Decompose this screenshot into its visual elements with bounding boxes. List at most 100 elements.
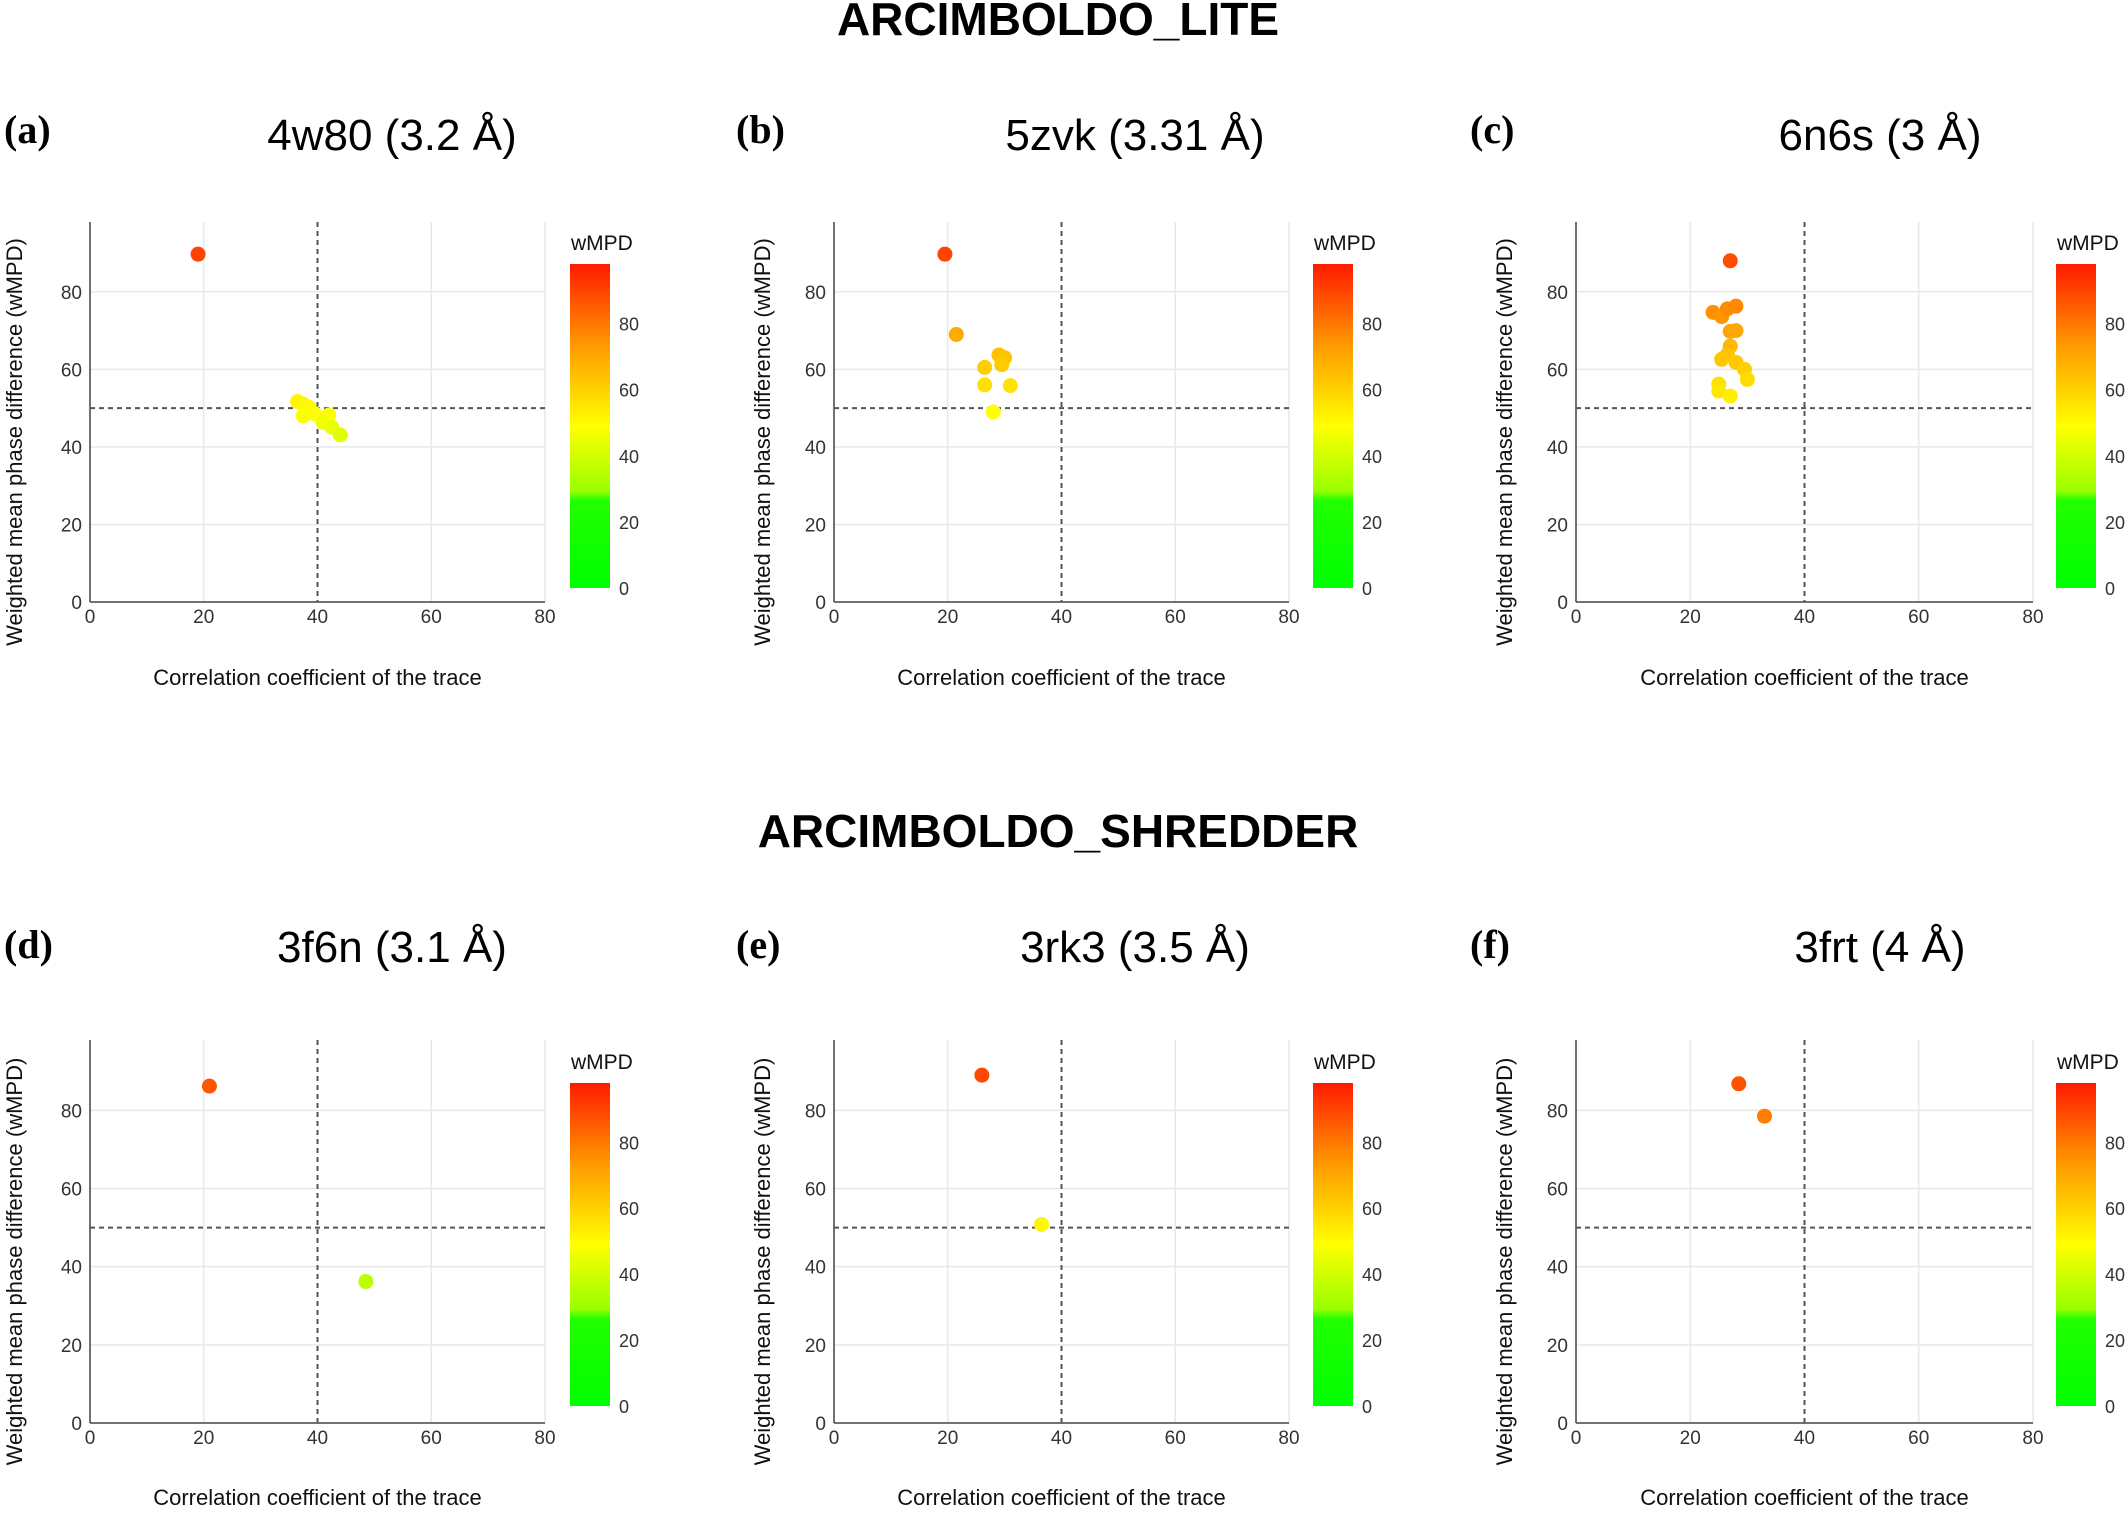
colorbar-tick-label: 60 xyxy=(619,381,639,401)
colorbar-tick-label: 40 xyxy=(2105,447,2125,467)
y-tick-label: 20 xyxy=(61,515,82,536)
colorbar-title: wMPD xyxy=(1313,1051,1376,1074)
chart-panel-2: (c) 6n6s (3 Å) 0 20 40 60 80 0 20 40 60 80 Correlati… xyxy=(1470,107,2125,690)
y-tick-label: 20 xyxy=(61,1336,82,1357)
x-axis-label: Correlation coefficient of the trace xyxy=(897,665,1226,690)
data-point xyxy=(1722,253,1738,269)
panel-letter: (c) xyxy=(1470,107,1514,152)
x-tick-label: 20 xyxy=(193,1428,214,1449)
colorbar-tick-label: 20 xyxy=(619,1331,639,1351)
section-title-shredder: ARCIMBOLDO_SHREDDER xyxy=(758,805,1359,857)
x-tick-label: 0 xyxy=(1571,607,1582,628)
panel-title: 3rk3 (3.5 Å) xyxy=(1020,923,1250,972)
data-point xyxy=(1722,388,1738,404)
y-tick-label: 20 xyxy=(805,1336,826,1357)
y-axis-label: Weighted mean phase difference (wMPD) xyxy=(1492,238,1517,646)
x-axis-label: Correlation coefficient of the trace xyxy=(153,1485,482,1510)
data-point xyxy=(985,404,1001,420)
colorbar-tick-label: 80 xyxy=(1362,1133,1382,1153)
x-tick-label: 0 xyxy=(85,607,96,628)
x-tick-label: 20 xyxy=(193,607,214,628)
y-tick-label: 0 xyxy=(71,593,82,614)
colorbar-title: wMPD xyxy=(2056,1051,2119,1074)
y-tick-label: 60 xyxy=(61,1180,82,1201)
x-tick-label: 80 xyxy=(1278,1428,1299,1449)
x-tick-label: 20 xyxy=(1680,607,1701,628)
colorbar-title: wMPD xyxy=(570,232,633,255)
colorbar-tick-label: 20 xyxy=(1362,513,1382,533)
y-tick-label: 60 xyxy=(805,1180,826,1201)
x-tick-label: 80 xyxy=(534,1428,555,1449)
panel-letter: (b) xyxy=(736,107,785,152)
colorbar-tick-label: 0 xyxy=(619,579,629,599)
data-point xyxy=(1757,1108,1773,1124)
y-tick-label: 40 xyxy=(61,438,82,459)
colorbar-tick-label: 20 xyxy=(2105,1331,2125,1351)
y-tick-label: 80 xyxy=(805,283,826,304)
x-tick-label: 80 xyxy=(534,607,555,628)
colorbar-tick-label: 40 xyxy=(2105,1265,2125,1285)
y-tick-label: 0 xyxy=(1557,1414,1568,1435)
x-tick-label: 20 xyxy=(937,607,958,628)
colorbar-tick-label: 80 xyxy=(2105,1133,2125,1153)
x-tick-label: 0 xyxy=(1571,1428,1582,1449)
data-point xyxy=(201,1078,217,1094)
panel-letter: (a) xyxy=(4,107,51,152)
colorbar-tick-label: 40 xyxy=(619,1265,639,1285)
x-axis-label: Correlation coefficient of the trace xyxy=(153,665,482,690)
colorbar-tick-label: 80 xyxy=(619,1133,639,1153)
colorbar-gradient xyxy=(1313,1083,1353,1406)
colorbar-tick-label: 20 xyxy=(1362,1331,1382,1351)
data-point xyxy=(1731,1076,1747,1092)
colorbar-title: wMPD xyxy=(2056,232,2119,255)
panel-letter: (d) xyxy=(4,922,53,967)
x-tick-label: 60 xyxy=(421,607,442,628)
x-tick-label: 40 xyxy=(1794,607,1815,628)
data-point xyxy=(937,246,953,262)
panel-title: 6n6s (3 Å) xyxy=(1779,111,1982,160)
x-tick-label: 40 xyxy=(1794,1428,1815,1449)
y-tick-label: 60 xyxy=(1547,1180,1568,1201)
y-tick-label: 60 xyxy=(805,360,826,381)
chart-panel-4: (e) 3rk3 (3.5 Å) 0 20 40 60 80 0 20 40 60 80 Correla… xyxy=(736,922,1382,1510)
colorbar-tick-label: 60 xyxy=(2105,381,2125,401)
x-tick-label: 0 xyxy=(829,607,840,628)
y-tick-label: 80 xyxy=(61,1101,82,1122)
colorbar-tick-label: 20 xyxy=(619,513,639,533)
chart-panel-3: (d) 3f6n (3.1 Å) 0 20 40 60 80 0 20 40 60 80 Correla… xyxy=(2,922,639,1510)
data-point xyxy=(1728,298,1744,314)
panel-letter: (f) xyxy=(1470,922,1510,967)
data-point xyxy=(358,1274,374,1290)
colorbar: wMPD 0 20 40 60 80 xyxy=(1313,232,1382,599)
colorbar-tick-label: 40 xyxy=(1362,447,1382,467)
x-tick-label: 80 xyxy=(2022,607,2043,628)
chart-panel-5: (f) 3frt (4 Å) 0 20 40 60 80 0 20 40 60 80 Correlati… xyxy=(1470,922,2125,1510)
x-tick-label: 60 xyxy=(1165,607,1186,628)
x-tick-label: 20 xyxy=(937,1428,958,1449)
data-point xyxy=(1711,383,1727,399)
colorbar-tick-label: 0 xyxy=(619,1397,629,1417)
data-point xyxy=(190,246,206,262)
y-tick-label: 80 xyxy=(61,283,82,304)
y-tick-label: 0 xyxy=(1557,593,1568,614)
data-point xyxy=(1728,323,1744,339)
y-tick-label: 40 xyxy=(805,1258,826,1279)
y-tick-label: 40 xyxy=(1547,1258,1568,1279)
x-tick-label: 40 xyxy=(1051,1428,1072,1449)
colorbar-tick-label: 20 xyxy=(2105,513,2125,533)
y-tick-label: 60 xyxy=(1547,360,1568,381)
colorbar-tick-label: 80 xyxy=(2105,315,2125,335)
panels: (a) 4w80 (3.2 Å) 0 20 40 60 80 0 20 40 60 80 Correla… xyxy=(2,107,2125,1510)
y-tick-label: 80 xyxy=(805,1101,826,1122)
colorbar: wMPD 0 20 40 60 80 xyxy=(570,1051,639,1417)
data-point xyxy=(994,357,1010,373)
y-tick-label: 40 xyxy=(1547,438,1568,459)
colorbar: wMPD 0 20 40 60 80 xyxy=(570,232,639,599)
y-tick-label: 0 xyxy=(815,1414,826,1435)
colorbar-title: wMPD xyxy=(1313,232,1376,255)
y-tick-label: 20 xyxy=(1547,1336,1568,1357)
data-point xyxy=(1714,351,1730,367)
colorbar-gradient xyxy=(2056,1083,2096,1406)
chart-panel-1: (b) 5zvk (3.31 Å) 0 20 40 60 80 0 20 40 60 80 Correl… xyxy=(736,107,1382,690)
